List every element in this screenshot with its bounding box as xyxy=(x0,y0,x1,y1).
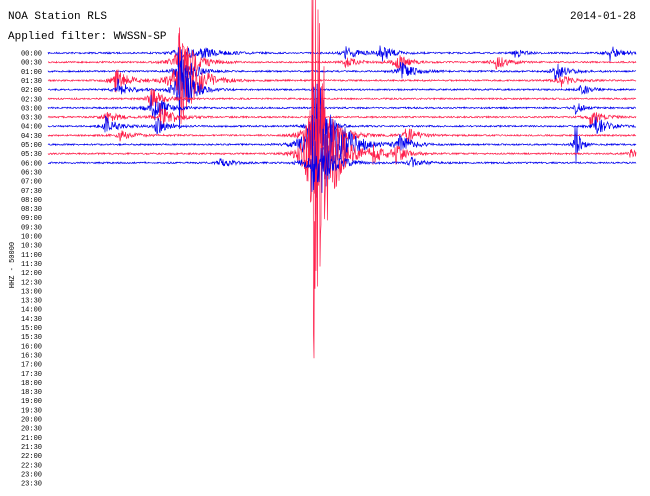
row-label: 23:00 xyxy=(21,471,42,479)
row-label: 20:00 xyxy=(21,417,42,425)
row-label: 05:30 xyxy=(21,151,42,159)
row-label: 03:00 xyxy=(21,105,42,113)
row-label: 21:00 xyxy=(21,435,42,443)
trace xyxy=(47,32,637,90)
row-label: 16:30 xyxy=(21,352,42,360)
row-label: 22:30 xyxy=(21,462,42,470)
row-label: 06:30 xyxy=(21,169,42,177)
row-label: 03:30 xyxy=(21,115,42,123)
trace xyxy=(47,88,637,107)
row-label: 19:30 xyxy=(21,407,42,415)
filter: Applied filter: WWSSN-SP xyxy=(8,31,167,43)
trace xyxy=(47,45,637,67)
row-label: 12:30 xyxy=(21,279,42,287)
row-label: 09:00 xyxy=(21,215,42,223)
row-label: 23:30 xyxy=(21,481,42,489)
row-label: 14:30 xyxy=(21,316,42,324)
row-label: 10:30 xyxy=(21,243,42,251)
trace xyxy=(47,0,637,359)
row-label: 06:00 xyxy=(21,160,42,168)
row-label: 13:00 xyxy=(21,288,42,296)
row-label: 02:00 xyxy=(21,87,42,95)
row-label: 20:30 xyxy=(21,426,42,434)
row-label: 17:00 xyxy=(21,362,42,370)
row-label: 00:00 xyxy=(21,51,42,59)
date: 2014-01-28 xyxy=(570,11,636,23)
trace xyxy=(47,94,636,121)
row-label: 04:00 xyxy=(21,124,42,132)
row-label: 15:00 xyxy=(21,325,42,333)
trace xyxy=(47,47,637,130)
row-label: 19:00 xyxy=(21,398,42,406)
row-label: 12:00 xyxy=(21,270,42,278)
row-label: 07:30 xyxy=(21,188,42,196)
row-label: 04:30 xyxy=(21,133,42,141)
trace xyxy=(47,27,637,125)
row-label: 18:30 xyxy=(21,389,42,397)
trace xyxy=(47,45,637,92)
row-label: 00:30 xyxy=(21,60,42,68)
row-label: 13:30 xyxy=(21,298,42,306)
row-label: 18:00 xyxy=(21,380,42,388)
channel-label: HHZ - 50000 xyxy=(9,242,17,288)
trace xyxy=(47,103,637,130)
traces xyxy=(47,0,637,359)
row-label: 08:00 xyxy=(21,197,42,205)
row-label: 11:00 xyxy=(21,252,42,260)
trace xyxy=(47,72,637,194)
row-label: 05:00 xyxy=(21,142,42,150)
row-label: 08:30 xyxy=(21,206,42,214)
row-label: 07:00 xyxy=(21,179,42,187)
row-label: 09:30 xyxy=(21,224,42,232)
row-label: 22:00 xyxy=(21,453,42,461)
row-label: 14:00 xyxy=(21,307,42,315)
row-label: 10:00 xyxy=(21,234,42,242)
row-label: 16:00 xyxy=(21,343,42,351)
row-label: 11:30 xyxy=(21,261,42,269)
row-label: 21:30 xyxy=(21,444,42,452)
row-label: 01:00 xyxy=(21,69,42,77)
row-label: 02:30 xyxy=(21,96,42,104)
station: NOA Station RLS xyxy=(8,11,107,23)
row-label: 15:30 xyxy=(21,334,42,342)
row-label: 17:30 xyxy=(21,371,42,379)
trace xyxy=(47,141,637,192)
row-label: 01:30 xyxy=(21,78,42,86)
